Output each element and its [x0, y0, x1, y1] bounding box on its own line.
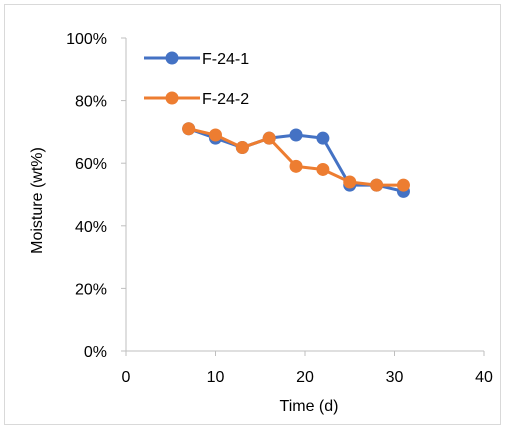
legend-swatch-marker: [165, 51, 179, 65]
y-tick-label: 0%: [84, 344, 107, 361]
x-tick-label: 30: [386, 369, 404, 386]
y-tick-label: 80%: [75, 94, 107, 111]
data-point: [262, 131, 276, 145]
legend: F-24-1 F-24-2: [144, 51, 249, 108]
data-point: [343, 175, 357, 189]
x-tick-label: 40: [475, 369, 493, 386]
data-point: [289, 159, 303, 173]
y-tick-label: 40%: [75, 219, 107, 236]
legend-label: F-24-2: [202, 91, 249, 108]
y-tick-label: 60%: [75, 156, 107, 173]
data-point: [370, 178, 384, 192]
data-point: [209, 128, 222, 142]
x-axis-title: Time (d): [280, 398, 339, 415]
data-point: [235, 141, 249, 155]
legend-label: F-24-1: [202, 51, 249, 68]
x-tick-label: 0: [122, 369, 131, 386]
series-layer: [182, 122, 410, 198]
x-tick-labels: 0 10 20 30 40: [122, 351, 493, 386]
data-point: [396, 178, 410, 192]
x-tick-label: 20: [296, 369, 314, 386]
y-tick-label: 20%: [75, 281, 107, 298]
legend-item: F-24-1: [144, 51, 249, 68]
data-point: [316, 131, 330, 145]
legend-swatch-marker: [165, 91, 179, 105]
data-point: [182, 122, 196, 136]
data-point: [316, 162, 330, 176]
data-point: [289, 128, 303, 142]
axes: [125, 38, 484, 352]
series-F-24-2: [182, 122, 410, 192]
chart-frame: [4, 4, 501, 425]
y-tick-labels: 0% 20% 40% 60% 80% 100%: [66, 31, 126, 361]
legend-item: F-24-2: [144, 91, 249, 108]
y-axis-title: Moisture (wt%): [29, 147, 46, 254]
x-tick-label: 10: [207, 369, 225, 386]
y-tick-label: 100%: [66, 31, 107, 48]
